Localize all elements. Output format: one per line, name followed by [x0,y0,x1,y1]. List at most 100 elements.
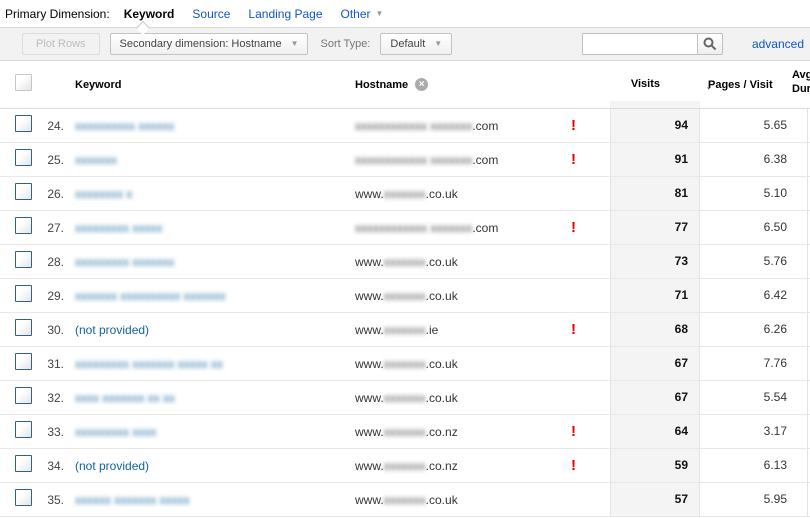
hostname-suffix: .co.uk [425,186,458,201]
visits-value: 68 [610,313,700,346]
hostname-cell: www. xxxxxxx .ie ! [352,321,610,338]
alert-exclamation-icon: ! [571,321,576,338]
row-checkbox[interactable] [15,352,32,370]
row-checkbox[interactable] [15,488,32,506]
pages-per-visit-value: 5.95 [700,483,808,516]
keyword-link-redacted[interactable]: xxxxxxx [75,152,117,167]
hostname-suffix: .co.nz [425,424,458,439]
row-checkbox-cell [0,216,40,239]
keyword-link-redacted[interactable]: xxxxxxxxx xxxxxxx xxxxx xx [75,356,224,371]
keyword-link-redacted[interactable]: xxxxxxxxx xxxx [75,424,157,439]
row-checkbox[interactable] [15,454,32,472]
sort-type-dropdown[interactable]: Default ▼ [380,33,453,55]
hostname-redacted: xxxxxxx [383,322,426,337]
pages-per-visit-value: 5.76 [700,245,808,278]
search-button[interactable] [696,33,723,55]
avg-duration-line1: Avg. Visit [792,69,810,81]
hostname-cell: xxxxxxxxxxxx xxxxxxx .com ! [352,117,610,134]
keyword-link[interactable]: (not provided) [75,458,150,473]
row-checkbox[interactable] [15,148,32,166]
hostname-prefix: www. [355,254,384,269]
row-checkbox[interactable] [15,216,32,234]
row-number: 31. [47,356,64,371]
hostname-suffix: .ie [425,322,439,337]
column-header-visits[interactable]: Visits ↓ [610,61,712,108]
hostname-prefix: www. [355,424,384,439]
table-toolbar: Plot Rows Secondary dimension: Hostname … [0,27,810,61]
tab-source[interactable]: Source [192,6,231,21]
row-checkbox[interactable] [15,284,32,302]
column-header-keyword[interactable]: Keyword [75,78,122,91]
hostname-redacted: xxxxxxx [383,492,426,507]
search-input[interactable] [581,33,697,55]
keyword-link-redacted[interactable]: xxxxxxxxx xxxxx [75,220,163,235]
pages-per-visit-value: 5.65 [700,109,808,142]
hostname-redacted: xxxxxxxxxxxx xxxxxxx [355,118,473,133]
chevron-down-icon: ▼ [290,39,299,48]
visits-value: 71 [610,279,700,312]
primary-dimension-bar: Primary Dimension: Keyword Source Landin… [0,0,810,36]
row-checkbox[interactable] [15,182,32,200]
keyword-link-redacted[interactable]: xxxxxxxxx xxxxxxx [75,254,175,269]
row-checkbox[interactable] [15,420,32,438]
hostname-redacted: xxxxxxx [383,424,426,439]
hostname-suffix: .com [472,152,499,167]
visits-value: 64 [610,415,700,448]
column-header-hostname[interactable]: Hostname × [352,78,610,91]
row-checkbox-cell [0,114,40,137]
row-checkbox[interactable] [15,386,32,404]
keyword-link-redacted[interactable]: xxxxxxx xxxxxxxxxx xxxxxxx [75,288,226,303]
table-row: 24. xxxxxxxxxx xxxxxx xxxxxxxxxxxx xxxxx… [0,109,810,143]
table-row: 26. xxxxxxxx x www. xxxxxxx .co.uk 81 5.10 [0,177,810,211]
row-number: 32. [47,390,64,405]
row-checkbox[interactable] [15,250,32,268]
table-body: 24. xxxxxxxxxx xxxxxx xxxxxxxxxxxx xxxxx… [0,109,810,517]
hostname-redacted: xxxxxxx [383,356,426,371]
remove-secondary-dimension-icon[interactable]: × [415,78,429,91]
keyword-cell: xxxxxxxxx xxxxxxx xxxxx xx [64,357,352,371]
keyword-link-redacted[interactable]: xxxxxxxx x [75,186,133,201]
tab-other-menu[interactable]: Other ▼ [341,7,384,21]
pages-per-visit-value: 6.26 [700,313,808,346]
primary-dimension-label: Primary Dimension: [5,6,110,21]
hostname-cell: www. xxxxxxx .co.uk [352,493,610,507]
plot-rows-button[interactable]: Plot Rows [22,33,100,55]
advanced-search-link[interactable]: advanced [751,37,804,51]
keyword-link-redacted[interactable]: xxxx xxxxxxx xx xx [75,390,176,405]
hostname-cell: www. xxxxxxx .co.uk [352,357,610,371]
select-all-checkbox[interactable] [15,73,32,91]
column-header-avg-visit-duration[interactable]: Avg. Visit Duration [792,68,810,96]
row-checkbox[interactable] [15,318,32,336]
hostname-cell: xxxxxxxxxxxx xxxxxxx .com ! [352,219,610,236]
row-checkbox-cell [0,182,40,205]
tab-keyword-selected[interactable]: Keyword [123,6,175,21]
visits-value: 57 [610,483,700,516]
keyword-link-redacted[interactable]: xxxxxxxxxx xxxxxx [75,118,175,133]
hostname-suffix: .com [472,220,499,235]
row-number: 33. [47,424,64,439]
sort-type-label: Sort Type: [320,38,371,50]
hostname-prefix: www. [355,492,384,507]
keyword-link[interactable]: (not provided) [75,322,150,337]
keyword-link-redacted[interactable]: xxxxxx xxxxxxx xxxxx [75,492,190,507]
table-row: 30. (not provided) www. xxxxxxx .ie ! 68 6… [0,313,810,347]
hostname-cell: www. xxxxxxx .co.nz ! [352,423,610,440]
keyword-cell: (not provided) [64,323,352,337]
hostname-redacted: xxxxxxx [383,186,426,201]
keyword-cell: (not provided) [64,459,352,473]
row-checkbox-cell [0,318,40,341]
table-row: 29. xxxxxxx xxxxxxxxxx xxxxxxx www. xxxxx… [0,279,810,313]
keyword-cell: xxxx xxxxxxx xx xx [64,391,352,405]
secondary-dimension-dropdown[interactable]: Secondary dimension: Hostname ▼ [109,33,309,55]
hostname-header-label: Hostname [355,78,409,91]
tab-landing-page[interactable]: Landing Page [248,6,323,21]
table-row: 34. (not provided) www. xxxxxxx .co.nz ! 5… [0,449,810,483]
row-number: 35. [47,492,64,507]
column-header-pages-per-visit[interactable]: Pages / Visit [708,78,773,91]
table-header-row: Keyword Hostname × Visits ↓ Pages / Visi… [0,61,810,109]
hostname-suffix: .co.uk [425,356,458,371]
sort-descending-icon[interactable]: ↓ [705,77,713,92]
visits-header-label: Visits [630,78,660,90]
hostname-suffix: .co.uk [425,254,458,269]
row-checkbox[interactable] [15,114,32,132]
